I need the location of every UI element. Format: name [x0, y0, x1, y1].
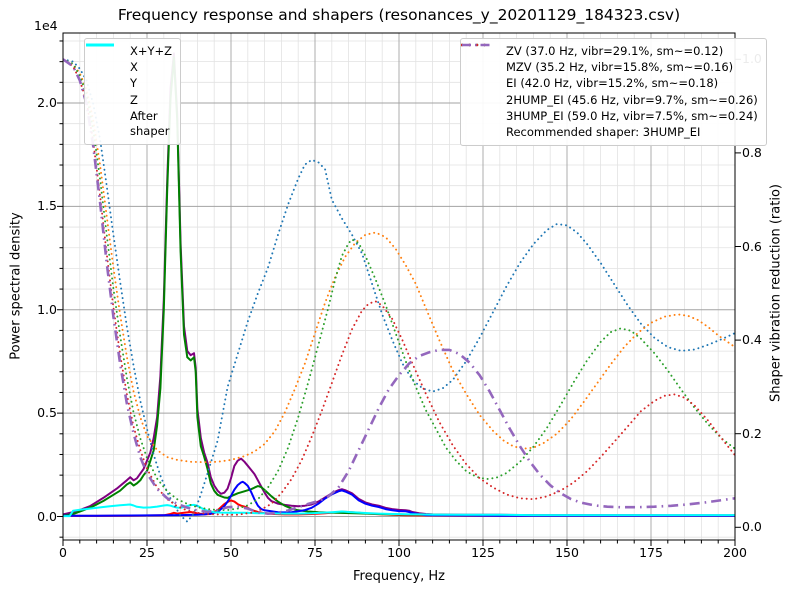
legend-item: ZV (37.0 Hz, vibr=29.1%, sm~=0.12): [461, 43, 758, 59]
x-tick-label: 175: [639, 545, 663, 560]
legend-item-label: MZV (35.2 Hz, vibr=15.8%, sm~=0.16): [506, 60, 734, 75]
y-axis-offset-text: 1e4: [34, 18, 58, 33]
legend-item: 3HUMP_EI (59.0 Hz, vibr=7.5%, sm~=0.24): [462, 43, 758, 124]
legend-line-sample: [86, 43, 114, 47]
y-axis-right-label: Shaper vibration reduction (ratio): [768, 184, 784, 402]
legend-item-label: Y: [130, 76, 138, 91]
legend-item: MZV (35.2 Hz, vibr=15.8%, sm~=0.16): [461, 43, 758, 75]
x-tick-label: 150: [555, 545, 579, 560]
x-tick-label: 0: [59, 545, 67, 560]
x-tick-label: 50: [223, 545, 239, 560]
x-tick-label: 125: [471, 545, 495, 560]
series-2hump-ei: [63, 58, 735, 516]
legend-line-sample: [462, 43, 490, 47]
y-right-tick-label: 0.4: [742, 332, 762, 348]
legend-item: X: [86, 43, 172, 75]
x-axis-label: Frequency, Hz: [352, 569, 446, 584]
legend-note-row: Recommended shaper: 3HUMP_EI: [468, 125, 758, 140]
y-right-tick-label: 0.2: [742, 425, 762, 441]
y-left-tick-label: 1.5: [37, 198, 57, 214]
y-right-tick-label: 0.0: [742, 519, 762, 535]
series-layer: [63, 52, 735, 523]
legend-item-label: X+Y+Z: [130, 44, 173, 58]
x-tick-label: 100: [387, 545, 411, 560]
y-right-tick-label: 0.6: [742, 238, 762, 254]
legend-item: Y: [86, 43, 172, 91]
legend-item-label: ZV (37.0 Hz, vibr=29.1%, sm~=0.12): [506, 44, 724, 58]
x-tick-label: 75: [307, 545, 323, 560]
recommended-shaper-note: Recommended shaper: 3HUMP_EI: [506, 124, 701, 139]
y-left-tick-label: 1.0: [37, 301, 57, 317]
legend-item: 2HUMP_EI (45.6 Hz, vibr=9.7%, sm~=0.26): [461, 43, 758, 108]
series-3hump-ei: [63, 58, 735, 515]
x-tick-label: 25: [139, 545, 155, 560]
y-left-tick-label: 2.0: [37, 95, 57, 110]
x-tick-label: 200: [723, 545, 747, 560]
legend-item-label: Z: [130, 92, 138, 107]
legend-psd: X+Y+Z X Y Z After shaper: [84, 38, 182, 146]
legend-item: Z: [86, 43, 172, 108]
legend-item-label: 2HUMP_EI (45.6 Hz, vibr=9.7%, sm~=0.26): [506, 92, 758, 107]
y-left-tick-label: 0.5: [37, 405, 57, 421]
legend-item: After shaper: [86, 43, 172, 139]
y-axis-left-label: Power spectral density: [8, 212, 24, 360]
series-zv: [63, 58, 735, 523]
legend-item-label: After shaper: [130, 108, 170, 138]
y-left-tick-label: 0.0: [37, 508, 57, 524]
series-mzv: [63, 58, 735, 464]
y-right-tick-label: 0.8: [742, 144, 762, 160]
legend-item-label: EI (42.0 Hz, vibr=15.2%, sm~=0.18): [506, 76, 719, 91]
legend-item: EI (42.0 Hz, vibr=15.2%, sm~=0.18): [461, 43, 758, 91]
legend-item-label: X: [130, 60, 138, 75]
legend-shapers: ZV (37.0 Hz, vibr=29.1%, sm~=0.12) MZV (3…: [460, 38, 767, 147]
legend-item-label: 3HUMP_EI (59.0 Hz, vibr=7.5%, sm~=0.24): [506, 108, 758, 123]
chart-title: Frequency response and shapers (resonanc…: [117, 6, 681, 24]
series-z: [63, 480, 735, 517]
